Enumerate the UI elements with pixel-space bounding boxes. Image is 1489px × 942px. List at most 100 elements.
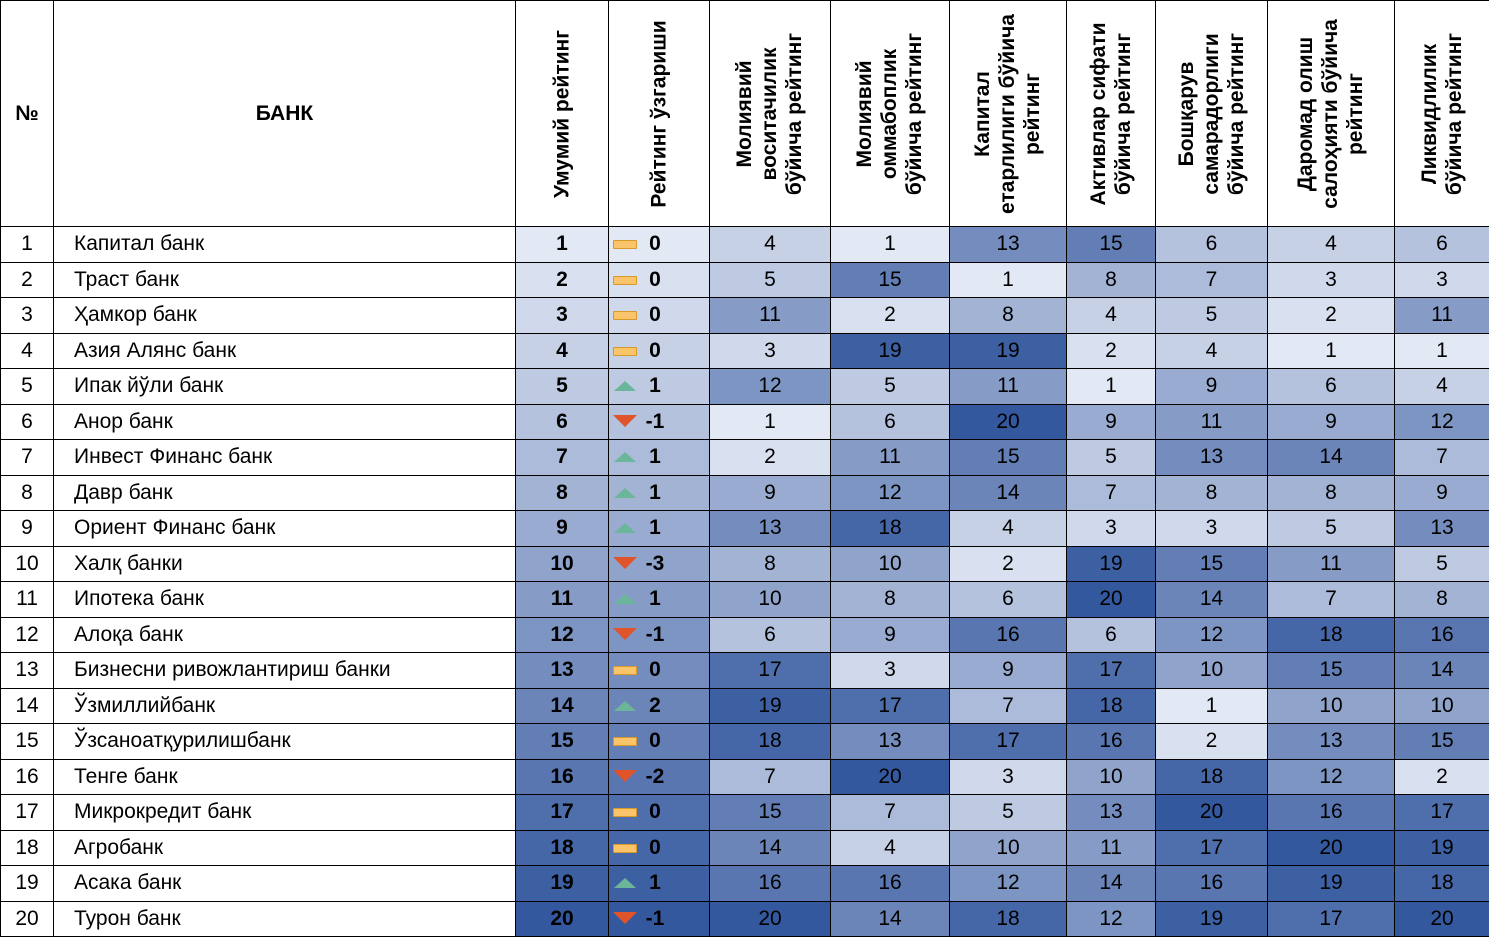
rating-capital-adequacy: 16 bbox=[949, 616, 1067, 653]
rating-earnings-potential: 9 bbox=[1267, 403, 1395, 440]
header-bank: БАНК bbox=[53, 0, 516, 227]
rating-change-value: 1 bbox=[649, 871, 661, 895]
rating-financial-intermediation: 6 bbox=[709, 616, 831, 653]
trend-down-icon bbox=[613, 409, 637, 433]
rating-financial-intermediation: 2 bbox=[709, 439, 831, 476]
rating-liquidity: 4 bbox=[1394, 368, 1489, 405]
rating-earnings-potential: 2 bbox=[1267, 297, 1395, 334]
rating-asset-quality: 10 bbox=[1066, 758, 1156, 795]
rating-financial-intermediation: 9 bbox=[709, 474, 831, 511]
rating-earnings-potential: 13 bbox=[1267, 723, 1395, 760]
header-capital-adequacy: Капитал етарлилиги бўйича рейтинг bbox=[949, 0, 1067, 227]
bank-name: Агробанк bbox=[53, 829, 516, 866]
table-row: 7 Инвест Финанс банк 7 1 2 11 15 5 13 14 7 bbox=[0, 439, 1489, 476]
arrow-up-icon bbox=[614, 381, 636, 392]
bank-name: Бизнесни ривожлантириш банки bbox=[53, 652, 516, 689]
rating-change-cell: 1 bbox=[608, 439, 710, 476]
table-row: 13 Бизнесни ривожлантириш банки 13 0 17 3 9 17 1… bbox=[0, 652, 1489, 689]
header-c7-label: Ликвидлилик бўйича рейтинг bbox=[1417, 32, 1466, 195]
no-change-bar-icon bbox=[613, 737, 637, 747]
bank-name: Халқ банки bbox=[53, 545, 516, 582]
header-financial-intermediation: Молиявий воситачилик бўйича рейтинг bbox=[709, 0, 831, 227]
rating-liquidity: 10 bbox=[1394, 687, 1489, 724]
rating-change-cell: -3 bbox=[608, 545, 710, 582]
rating-liquidity: 12 bbox=[1394, 403, 1489, 440]
bank-name: Траст банк bbox=[53, 261, 516, 298]
rating-earnings-potential: 4 bbox=[1267, 226, 1395, 263]
trend-up-icon bbox=[613, 586, 637, 610]
trend-flat-icon bbox=[613, 338, 637, 362]
rating-management-efficiency: 14 bbox=[1155, 581, 1268, 618]
rating-financial-inclusion: 2 bbox=[830, 297, 950, 334]
table-row: 10 Халқ банки 10 -3 8 10 2 19 15 11 5 bbox=[0, 545, 1489, 582]
rating-asset-quality: 1 bbox=[1066, 368, 1156, 405]
overall-rating: 14 bbox=[515, 687, 609, 724]
rating-change-cell: 0 bbox=[608, 261, 710, 298]
rating-change-value: 1 bbox=[649, 445, 661, 469]
row-number: 13 bbox=[0, 652, 54, 689]
trend-flat-icon bbox=[613, 728, 637, 752]
rating-change-cell: 0 bbox=[608, 332, 710, 369]
trend-flat-icon bbox=[613, 835, 637, 859]
rating-financial-inclusion: 1 bbox=[830, 226, 950, 263]
overall-rating: 13 bbox=[515, 652, 609, 689]
rating-change-value: 1 bbox=[649, 587, 661, 611]
rating-liquidity: 18 bbox=[1394, 865, 1489, 902]
rating-earnings-potential: 18 bbox=[1267, 616, 1395, 653]
rating-earnings-potential: 16 bbox=[1267, 794, 1395, 831]
overall-rating: 16 bbox=[515, 758, 609, 795]
overall-rating: 20 bbox=[515, 900, 609, 937]
header-c3-label: Капитал етарлилиги бўйича рейтинг bbox=[971, 13, 1045, 214]
trend-flat-icon bbox=[613, 231, 637, 255]
rating-financial-inclusion: 20 bbox=[830, 758, 950, 795]
bank-name: Ўзмиллийбанк bbox=[53, 687, 516, 724]
header-row: № БАНК Умумий рейтинг Рейтинг ўзгариши М… bbox=[0, 0, 1489, 227]
overall-rating: 9 bbox=[515, 510, 609, 547]
header-financial-inclusion: Молиявий оммабоплик бўйича рейтинг bbox=[830, 0, 950, 227]
row-number: 12 bbox=[0, 616, 54, 653]
rating-asset-quality: 12 bbox=[1066, 900, 1156, 937]
rating-change-value: 1 bbox=[649, 374, 661, 398]
table-row: 14 Ўзмиллийбанк 14 2 19 17 7 18 1 10 10 bbox=[0, 687, 1489, 724]
rating-change-value: -3 bbox=[645, 551, 665, 575]
rating-earnings-potential: 12 bbox=[1267, 758, 1395, 795]
rating-change-value: 1 bbox=[649, 480, 661, 504]
no-change-bar-icon bbox=[613, 275, 637, 285]
trend-flat-icon bbox=[613, 267, 637, 291]
table-row: 5 Ипак йўли банк 5 1 12 5 11 1 9 6 4 bbox=[0, 368, 1489, 405]
rating-liquidity: 3 bbox=[1394, 261, 1489, 298]
rating-earnings-potential: 3 bbox=[1267, 261, 1395, 298]
rating-capital-adequacy: 8 bbox=[949, 297, 1067, 334]
arrow-down-icon bbox=[613, 911, 637, 924]
rating-asset-quality: 14 bbox=[1066, 865, 1156, 902]
row-number: 1 bbox=[0, 226, 54, 263]
trend-down-icon bbox=[613, 764, 637, 788]
rating-financial-inclusion: 4 bbox=[830, 829, 950, 866]
row-number: 4 bbox=[0, 332, 54, 369]
rating-asset-quality: 18 bbox=[1066, 687, 1156, 724]
rating-financial-intermediation: 10 bbox=[709, 581, 831, 618]
bank-name: Ипак йўли банк bbox=[53, 368, 516, 405]
rating-liquidity: 1 bbox=[1394, 332, 1489, 369]
rating-change-value: -1 bbox=[645, 409, 665, 433]
rating-liquidity: 16 bbox=[1394, 616, 1489, 653]
rating-change-value: -1 bbox=[645, 622, 665, 646]
rating-liquidity: 14 bbox=[1394, 652, 1489, 689]
bank-name: Ҳамкор банк bbox=[53, 297, 516, 334]
rating-change-cell: -1 bbox=[608, 616, 710, 653]
no-change-bar-icon bbox=[613, 240, 637, 250]
header-c6-label: Даромад олиш салоҳияти бўйича рейтинг bbox=[1294, 18, 1368, 209]
rating-change-cell: 1 bbox=[608, 474, 710, 511]
rating-asset-quality: 13 bbox=[1066, 794, 1156, 831]
rating-change-cell: 0 bbox=[608, 794, 710, 831]
overall-rating: 10 bbox=[515, 545, 609, 582]
table-row: 3 Ҳамкор банк 3 0 11 2 8 4 5 2 11 bbox=[0, 297, 1489, 334]
trend-up-icon bbox=[613, 480, 637, 504]
bank-name: Ўзсаноатқурилишбанк bbox=[53, 723, 516, 760]
rating-change-cell: 1 bbox=[608, 581, 710, 618]
no-change-bar-icon bbox=[613, 311, 637, 321]
rating-capital-adequacy: 15 bbox=[949, 439, 1067, 476]
rating-change-value: 0 bbox=[649, 303, 661, 327]
bank-name: Ориент Финанс банк bbox=[53, 510, 516, 547]
rating-liquidity: 9 bbox=[1394, 474, 1489, 511]
